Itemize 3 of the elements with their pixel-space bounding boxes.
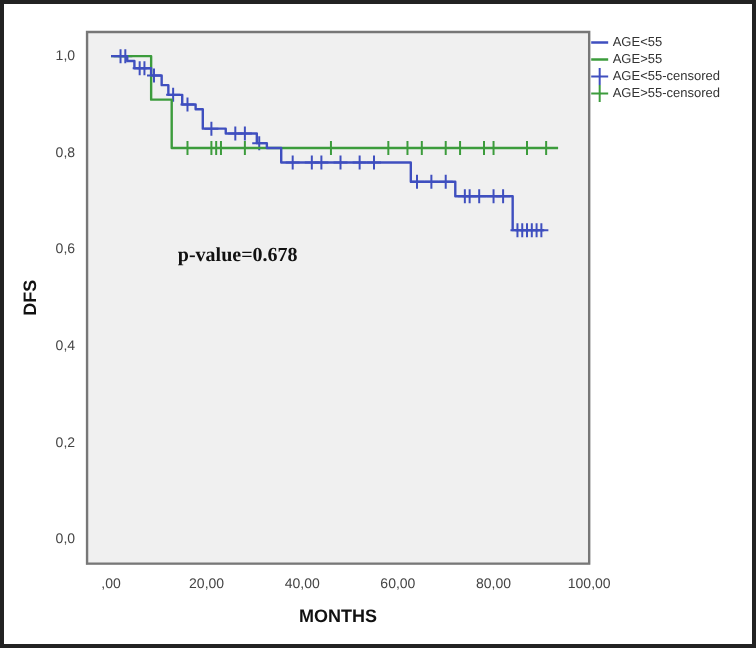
annotation: p-value=0.678 bbox=[177, 244, 298, 267]
y-axis-title: DFS bbox=[19, 279, 40, 316]
x-axis-title: MONTHS bbox=[299, 606, 378, 627]
